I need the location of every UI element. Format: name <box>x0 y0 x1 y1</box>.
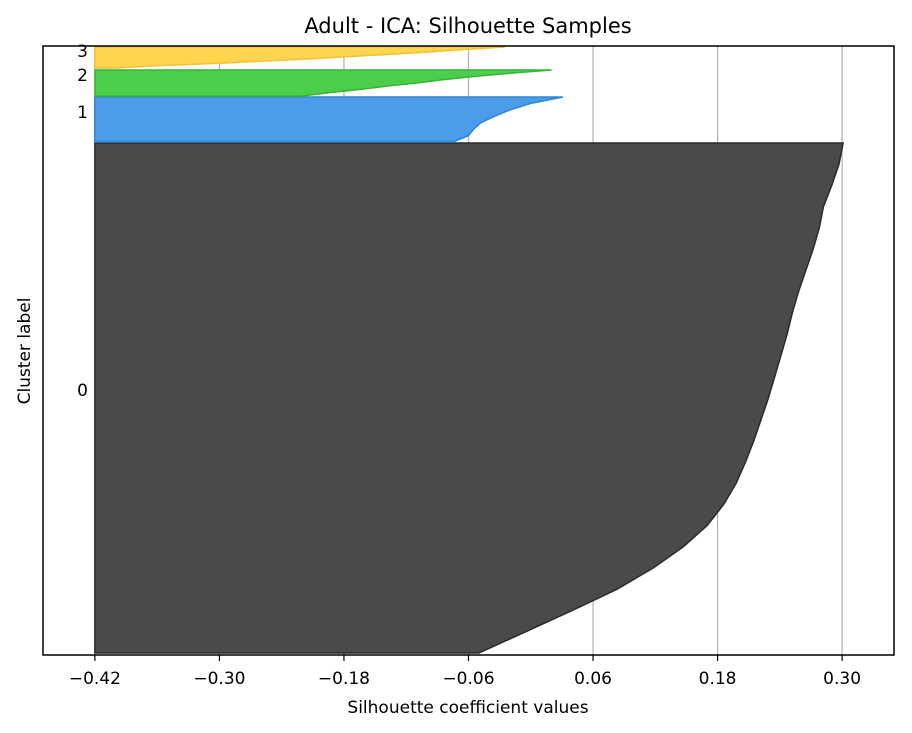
cluster-labels: 0 1 2 3 <box>77 42 88 401</box>
x-tick-label: 0.18 <box>699 669 737 689</box>
x-tick-label: −0.18 <box>318 669 370 689</box>
silhouette-areas <box>94 46 845 654</box>
x-tick-label: 0.06 <box>574 669 612 689</box>
cluster-label-2: 2 <box>77 66 88 86</box>
x-tick-label: −0.30 <box>193 669 245 689</box>
silhouette-area-cluster-0 <box>94 142 845 654</box>
cluster-label-1: 1 <box>77 103 88 123</box>
cluster-label-0: 0 <box>77 381 88 401</box>
x-ticks: −0.42 −0.30 −0.18 −0.06 0.06 0.18 0.30 <box>69 655 861 689</box>
x-tick-label: −0.42 <box>69 669 121 689</box>
y-axis-label: Cluster label <box>15 298 35 405</box>
x-tick-label: −0.06 <box>442 669 494 689</box>
cluster-label-3: 3 <box>77 42 88 62</box>
silhouette-area-cluster-3 <box>94 46 505 69</box>
silhouette-area-cluster-1 <box>94 96 564 143</box>
silhouette-area-cluster-2 <box>94 69 552 97</box>
chart-title: Adult - ICA: Silhouette Samples <box>304 14 631 38</box>
x-tick-label: 0.30 <box>823 669 861 689</box>
x-axis-label: Silhouette coefficient values <box>347 698 588 718</box>
